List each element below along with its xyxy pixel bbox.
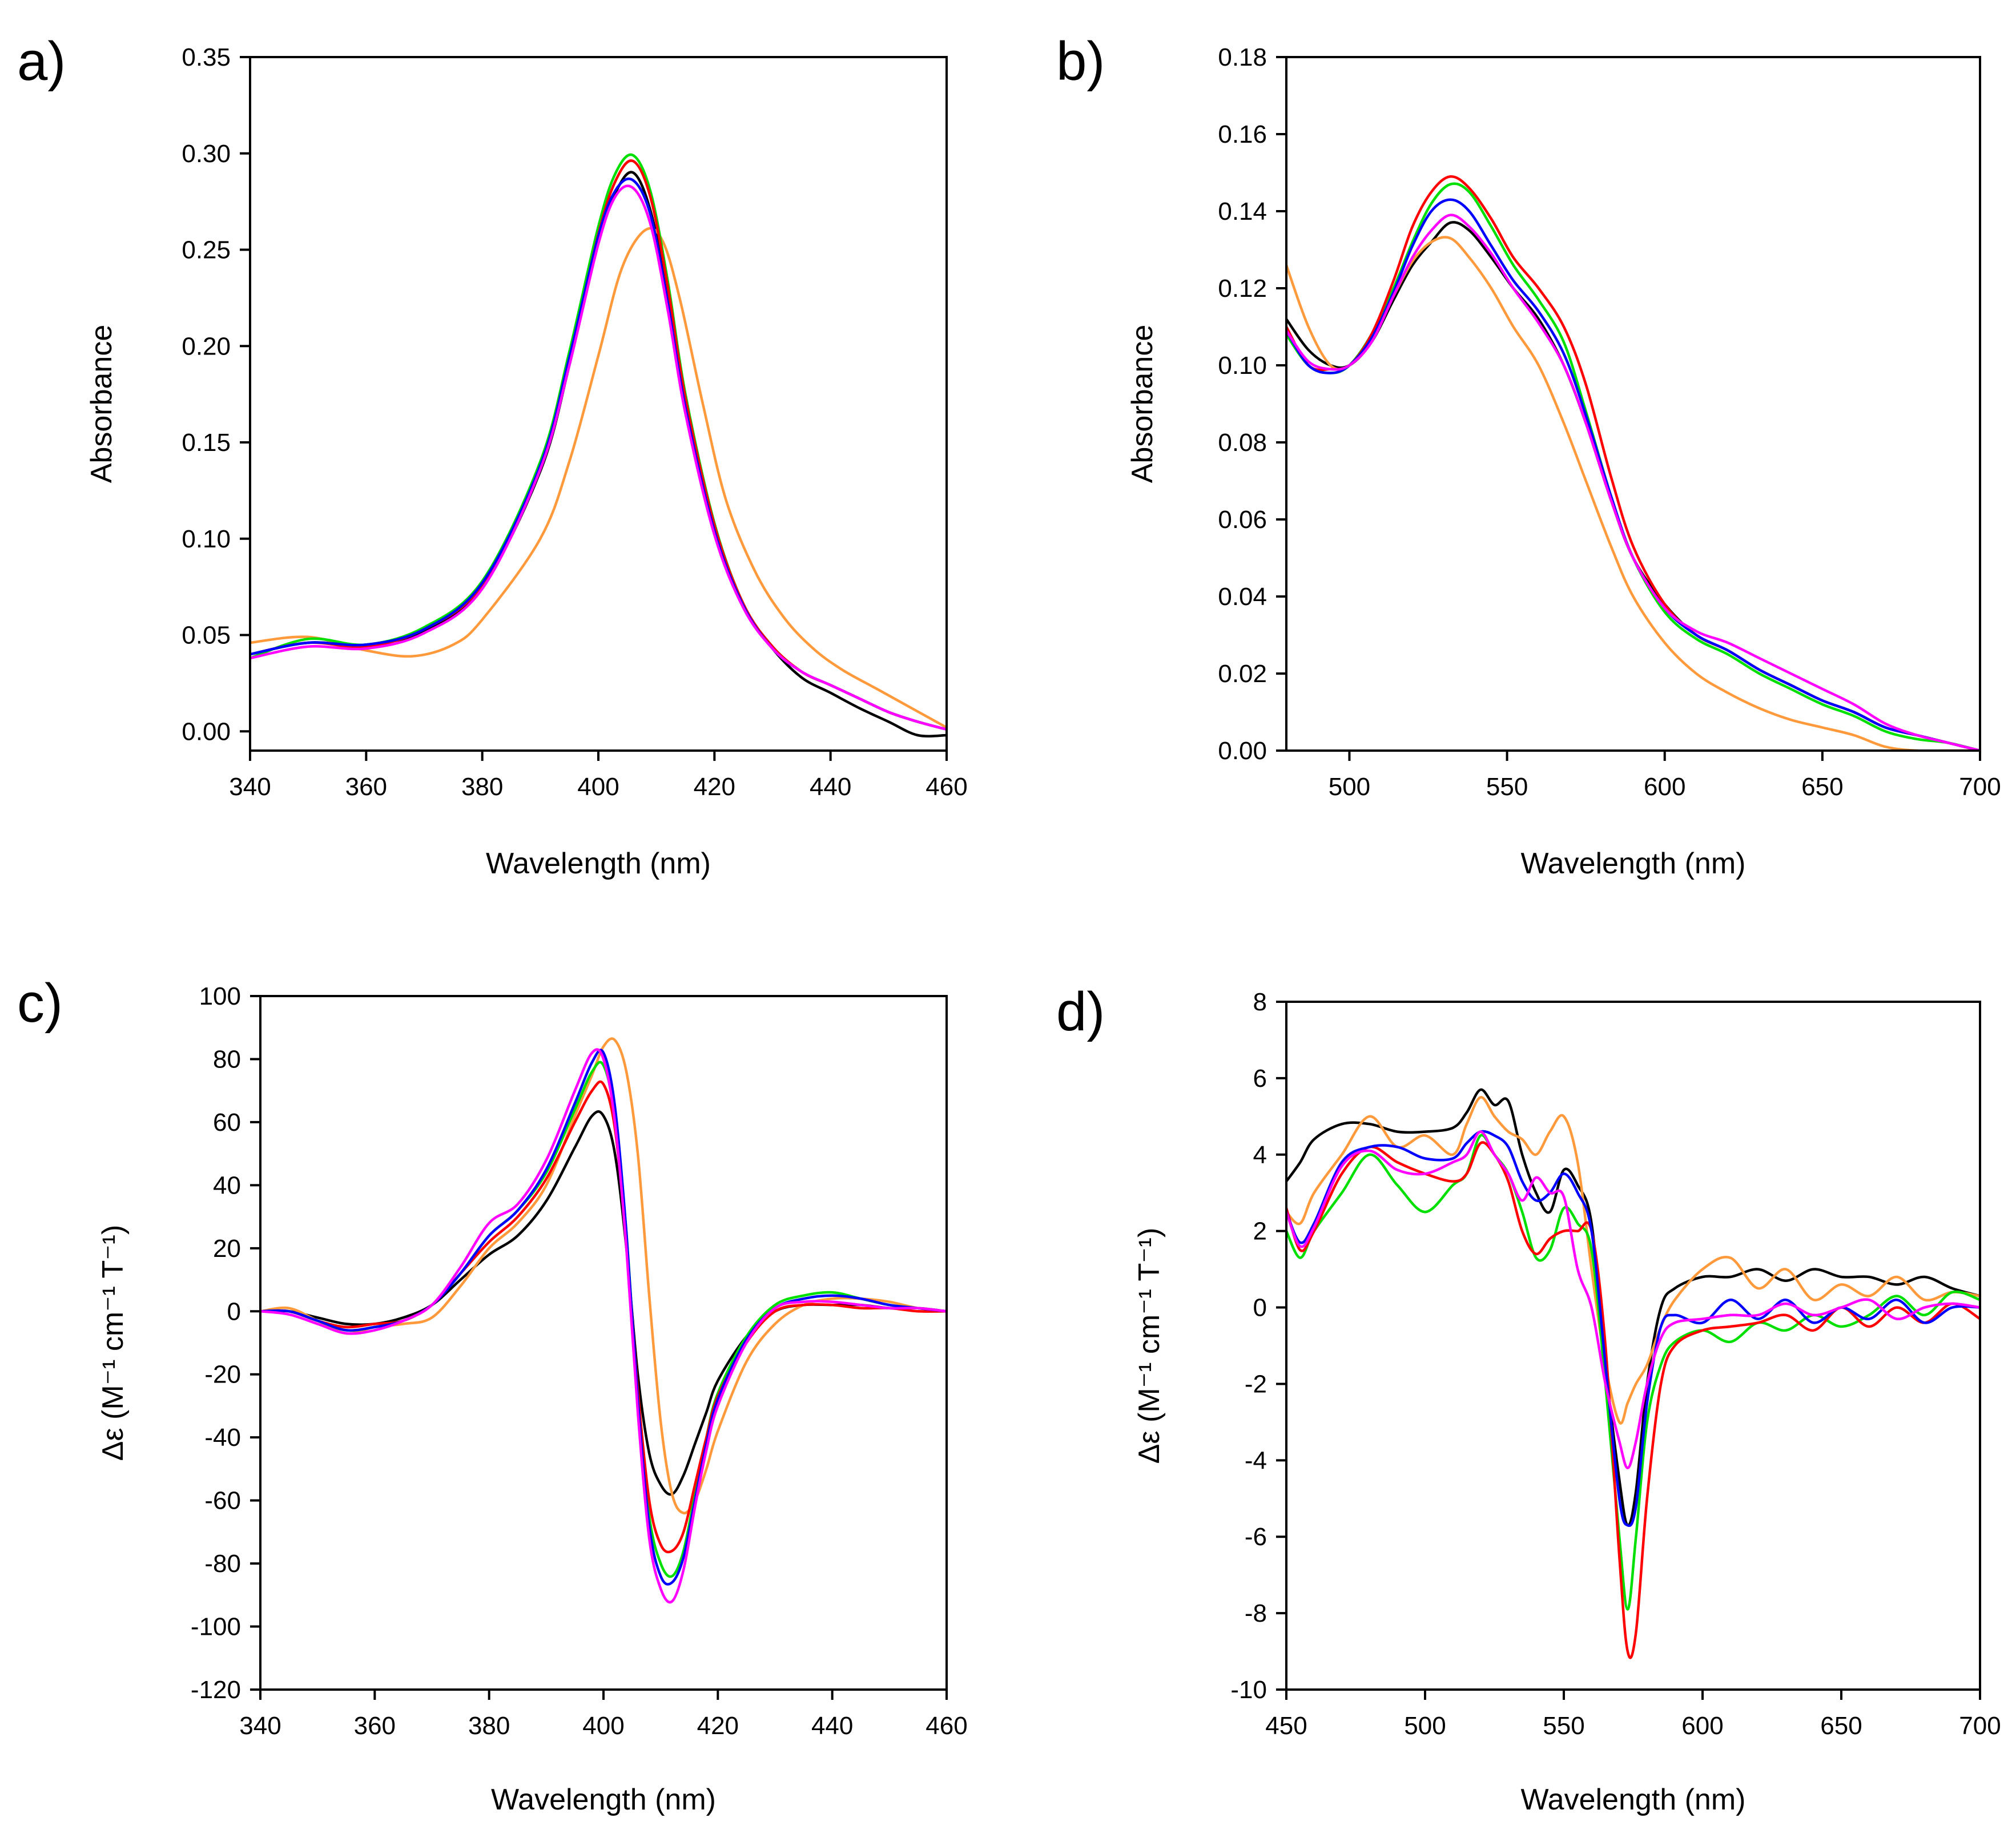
x-tick-label: 700: [1959, 773, 2001, 801]
y-tick-label: 0: [227, 1297, 241, 1325]
panel-label: c): [17, 973, 63, 1034]
series-group: [1286, 175, 1980, 751]
y-tick-label: 0.30: [182, 140, 231, 168]
x-tick-label: 360: [345, 773, 387, 801]
y-tick-label: 80: [213, 1045, 241, 1073]
y-tick-label: -6: [1245, 1523, 1267, 1551]
y-tick-label: 40: [213, 1171, 241, 1199]
x-tick-label: 460: [925, 773, 967, 801]
panel-label: a): [17, 31, 66, 92]
x-tick-label: 550: [1486, 773, 1528, 801]
y-axis-title: Absorbance: [1126, 325, 1159, 483]
x-tick-label: 460: [925, 1712, 967, 1740]
series-line-orange: [1286, 1096, 1980, 1425]
y-tick-label: 0.00: [1218, 737, 1267, 765]
series-line-blue: [1286, 198, 1980, 751]
series-group: [1286, 1088, 1980, 1659]
series-line-magenta: [1286, 1130, 1980, 1469]
series-line-magenta: [260, 1048, 947, 1604]
y-axis-title: Δε (M⁻¹ cm⁻¹ T⁻¹): [1133, 1228, 1166, 1464]
y-tick-label: 20: [213, 1235, 241, 1263]
y-tick-label: 0.14: [1218, 197, 1267, 225]
y-tick-label: 0.06: [1218, 506, 1267, 534]
y-tick-label: 60: [213, 1109, 241, 1136]
x-tick-label: 600: [1644, 773, 1685, 801]
series-line-orange: [260, 1037, 947, 1515]
series-line-green: [1286, 182, 1980, 751]
x-tick-label: 420: [697, 1712, 739, 1740]
panel-c: c)340 360 380 400 420 440 460-120-100-80-60-40…: [17, 973, 968, 1816]
y-tick-label: -100: [191, 1613, 241, 1641]
y-tick-label: 0.02: [1218, 660, 1267, 688]
y-tick-label: 6: [1253, 1065, 1267, 1093]
y-tick-label: 0.20: [182, 332, 231, 360]
x-tick-label: 440: [810, 773, 851, 801]
y-tick-label: -2: [1245, 1370, 1267, 1398]
x-tick-label: 650: [1801, 773, 1843, 801]
y-tick-label: -10: [1230, 1676, 1267, 1704]
y-tick-label: -4: [1245, 1446, 1267, 1474]
y-tick-label: 0.25: [182, 236, 231, 264]
y-tick-label: 4: [1253, 1141, 1267, 1169]
series-group: [260, 1037, 947, 1604]
series-line-blue: [1286, 1130, 1980, 1527]
x-tick-label: 400: [577, 773, 619, 801]
x-tick-label: 380: [468, 1712, 510, 1740]
y-tick-label: 2: [1253, 1218, 1267, 1245]
y-tick-label: 0.15: [182, 429, 231, 457]
series-group: [250, 153, 947, 737]
x-tick-label: 500: [1404, 1712, 1446, 1740]
y-tick-label: 8: [1253, 988, 1267, 1016]
series-line-magenta: [250, 184, 947, 731]
x-tick-label: 700: [1959, 1712, 2001, 1740]
y-tick-label: 0.18: [1218, 43, 1267, 71]
x-axis-title: Wavelength (nm): [491, 1783, 716, 1816]
x-axis-title: Wavelength (nm): [486, 847, 711, 880]
y-tick-label: 0.35: [182, 43, 231, 71]
x-tick-label: 440: [811, 1712, 853, 1740]
x-tick-label: 340: [239, 1712, 281, 1740]
panel-label: d): [1056, 981, 1105, 1042]
y-tick-label: 0.16: [1218, 120, 1267, 148]
x-axis-title: Wavelength (nm): [1521, 847, 1746, 880]
x-axis-title: Wavelength (nm): [1521, 1783, 1746, 1816]
y-tick-label: -120: [191, 1676, 241, 1704]
x-tick-label: 360: [354, 1712, 396, 1740]
series-line-magenta: [1286, 213, 1980, 751]
x-tick-label: 600: [1681, 1712, 1723, 1740]
y-tick-label: 0.05: [182, 622, 231, 650]
y-tick-label: 0.10: [182, 525, 231, 553]
plot-frame: [1285, 56, 1981, 752]
x-tick-label: 500: [1329, 773, 1370, 801]
y-axis-title: Absorbance: [85, 325, 118, 483]
y-tick-label: 0.04: [1218, 583, 1267, 611]
y-tick-label: 0.00: [182, 718, 231, 745]
x-tick-label: 420: [694, 773, 735, 801]
y-tick-label: -40: [204, 1424, 241, 1452]
y-tick-label: 0: [1253, 1294, 1267, 1322]
panel-d: d) 450 500 550 600 650 700 -10 -8 -6 -4 -2 0 2 4 6 8 Wave…: [1056, 981, 2001, 1816]
x-tick-label: 550: [1543, 1712, 1584, 1740]
y-tick-label: 0.10: [1218, 352, 1267, 380]
panel-a: a) 340 360 380 400 420 440 460 0.00 0.05 0.10 0.15 0…: [17, 31, 968, 880]
x-tick-label: 450: [1265, 1712, 1307, 1740]
y-axis-title: Δε (M⁻¹ cm⁻¹ T⁻¹): [96, 1225, 130, 1461]
y-tick-label: -8: [1245, 1599, 1267, 1627]
y-tick-label: -60: [204, 1487, 241, 1515]
y-tick-label: 100: [199, 982, 241, 1010]
panel-b: b) 500 550 600 650 700 0.00 0.02 0.04 0.06 0.08 0.1…: [1056, 31, 2001, 880]
y-tick-label: 0.12: [1218, 275, 1267, 303]
y-tick-label: -80: [204, 1550, 241, 1578]
x-tick-label: 340: [229, 773, 271, 801]
y-tick-label: 0.08: [1218, 429, 1267, 457]
y-tick-label: -20: [204, 1361, 241, 1389]
series-line-orange: [250, 227, 947, 729]
x-tick-label: 380: [461, 773, 503, 801]
x-tick-label: 400: [582, 1712, 624, 1740]
x-tick-label: 650: [1820, 1712, 1862, 1740]
plot-frame: [1285, 1001, 1981, 1691]
panel-label: b): [1056, 31, 1105, 92]
